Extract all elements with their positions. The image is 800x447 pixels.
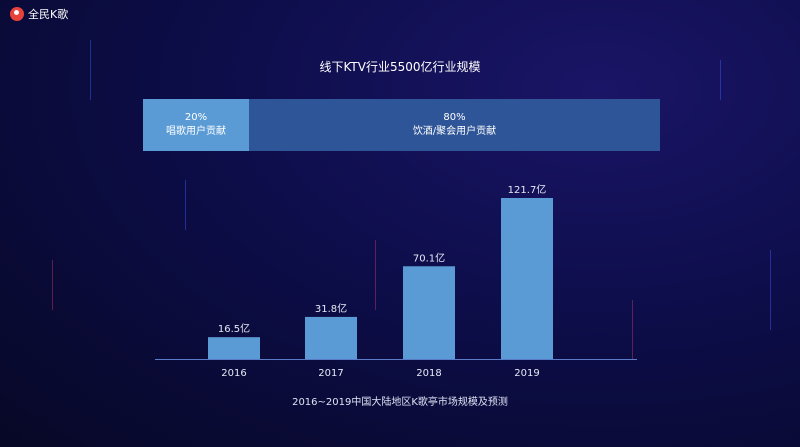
bar-2019 [501, 198, 553, 359]
chart-caption: 2016~2019中国大陆地区K歌亭市场规模及预测 [292, 397, 508, 408]
x-tick-label: 2018 [416, 368, 441, 379]
share-label: 饮酒/聚会用户贡献 [412, 126, 497, 137]
logo: 全民K歌 [10, 6, 68, 22]
revenue-share-bar: 20% 唱歌用户贡献 80% 饮酒/聚会用户贡献 [143, 99, 660, 151]
x-tick-label: 2017 [318, 368, 343, 379]
bar-2016 [208, 337, 260, 359]
share-label: 唱歌用户贡献 [166, 126, 226, 137]
data-label: 70.1亿 [413, 251, 445, 264]
data-label: 16.5亿 [218, 322, 250, 335]
x-tick-label: 2016 [221, 368, 246, 379]
logo-text: 全民K歌 [28, 8, 69, 21]
share-segment-drinking: 80% 饮酒/聚会用户贡献 [249, 99, 660, 151]
slide-title: 线下KTV行业5500亿行业规模 [319, 60, 481, 74]
karaoke-logo-icon [10, 7, 24, 21]
share-percent: 20% [184, 112, 208, 123]
bar-2017 [305, 316, 357, 359]
bar-2018 [403, 266, 455, 359]
data-label: 31.8亿 [315, 302, 347, 315]
share-segment-singing: 20% 唱歌用户贡献 [143, 99, 249, 151]
data-label: 121.7亿 [508, 183, 547, 196]
share-percent: 80% [443, 112, 466, 123]
x-tick-label: 2019 [514, 368, 539, 379]
